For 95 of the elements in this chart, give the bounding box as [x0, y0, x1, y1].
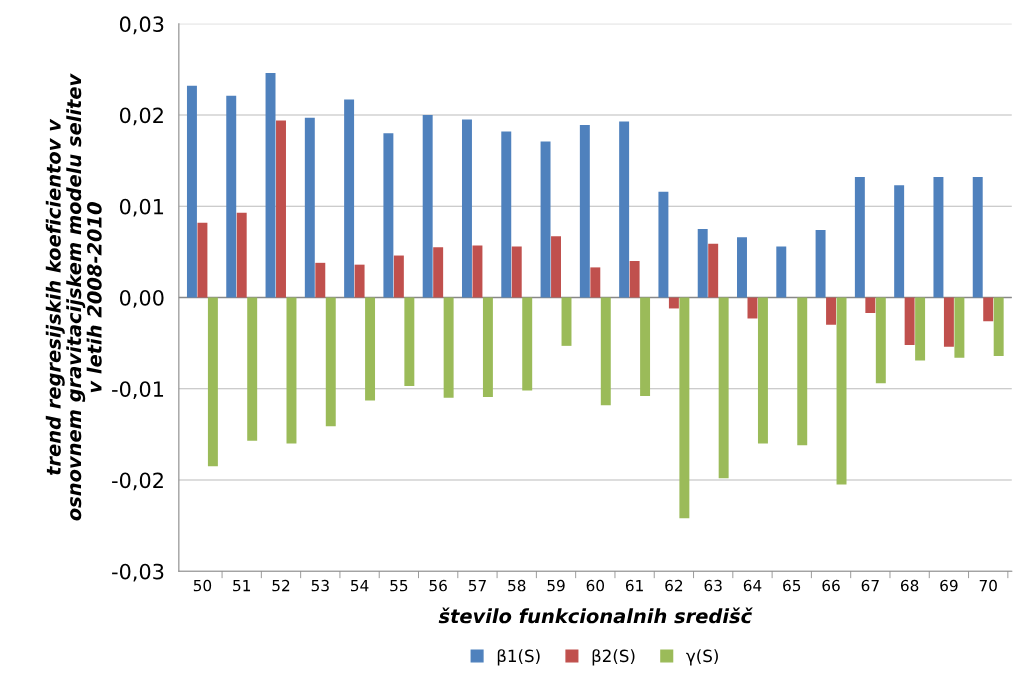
x-tick-label: 60	[586, 579, 605, 592]
x-tick-label: 63	[704, 579, 722, 592]
x-tick-label: 56	[429, 579, 447, 592]
y-tick-label: -0,01	[112, 381, 164, 400]
bar	[865, 297, 876, 314]
bar	[197, 222, 208, 298]
bar	[815, 229, 826, 298]
bar	[443, 297, 454, 398]
x-tick-label: 70	[979, 579, 997, 592]
bar	[186, 85, 197, 298]
bar	[619, 121, 630, 298]
bar	[393, 255, 404, 298]
bar	[933, 177, 944, 298]
bar	[433, 247, 444, 298]
bar	[983, 297, 994, 322]
bar	[226, 95, 237, 298]
x-tick-label: 61	[625, 579, 643, 592]
bar	[422, 115, 433, 298]
bar	[276, 120, 286, 298]
bar	[894, 185, 905, 298]
bar	[797, 297, 808, 446]
bar	[826, 297, 837, 325]
bar	[315, 262, 326, 298]
bar	[943, 297, 954, 347]
bar	[365, 297, 376, 401]
bar	[972, 177, 983, 298]
y-tick-label: 0,00	[119, 289, 164, 308]
bar	[325, 297, 336, 427]
bar	[747, 297, 758, 319]
bar	[875, 297, 886, 384]
bar	[461, 119, 472, 298]
bar	[540, 141, 551, 298]
bar	[600, 297, 611, 406]
y-tick-label: 0,02	[119, 107, 163, 126]
y-tick-label: -0,03	[112, 563, 164, 582]
x-tick-label: 66	[822, 579, 840, 592]
y-tick-label: 0,01	[119, 198, 164, 217]
bar	[836, 297, 847, 485]
x-tick-label: 68	[900, 579, 919, 592]
x-tick-label: 62	[665, 579, 683, 592]
x-tick-label: 69	[940, 579, 958, 592]
bar	[776, 246, 787, 298]
legend-label: γ(S)	[686, 649, 718, 666]
bar	[915, 297, 926, 361]
y-tick-label: 0,03	[119, 16, 164, 35]
bar	[344, 99, 355, 298]
x-tick-label: 52	[272, 579, 290, 592]
bar	[718, 297, 729, 479]
x-tick-label: 53	[311, 579, 329, 592]
x-tick-label: 54	[351, 580, 369, 592]
bar	[708, 243, 719, 298]
bar	[404, 297, 415, 386]
x-tick-label: 64	[743, 579, 762, 592]
x-tick-label: 50	[193, 579, 212, 592]
x-tick-label: 55	[390, 580, 408, 592]
bar	[265, 73, 276, 298]
bar	[354, 264, 365, 298]
bar	[482, 297, 493, 397]
bar	[207, 297, 218, 467]
bar	[247, 297, 258, 441]
bar	[993, 297, 1004, 356]
x-tick-label: 58	[508, 579, 526, 592]
bar	[286, 297, 297, 444]
bar	[472, 245, 483, 298]
bar	[658, 191, 669, 298]
bar	[737, 237, 747, 298]
bar	[501, 131, 512, 298]
x-tick-label: 67	[861, 579, 879, 592]
legend-label: β1(S)	[497, 649, 540, 666]
bar	[383, 133, 394, 298]
x-tick-label: 57	[468, 580, 486, 592]
bar	[629, 261, 640, 298]
y-axis-title: trend regresijskih koeficientov v osnovnem gravitacijskem modelu selitev v letih 2008-2010	[45, 73, 102, 521]
bar	[854, 177, 865, 298]
x-axis-title: število funkcionalnih središč	[438, 607, 753, 624]
bar	[757, 297, 768, 444]
y-tick-label: -0,02	[112, 472, 163, 491]
bar	[590, 267, 601, 298]
bar	[304, 117, 315, 298]
x-tick-label: 59	[547, 579, 565, 592]
bar	[668, 297, 679, 309]
bar	[511, 246, 522, 298]
bar	[697, 229, 708, 298]
bar	[236, 212, 247, 298]
bar	[551, 236, 561, 298]
bar	[579, 125, 590, 298]
bar	[904, 297, 915, 345]
bar	[640, 297, 651, 397]
bar	[561, 297, 572, 346]
bar	[679, 297, 690, 519]
x-tick-label: 65	[783, 579, 801, 592]
bar	[522, 297, 533, 391]
legend-label: β2(S)	[592, 649, 635, 666]
x-tick-label: 51	[233, 580, 251, 592]
bar	[954, 297, 965, 358]
